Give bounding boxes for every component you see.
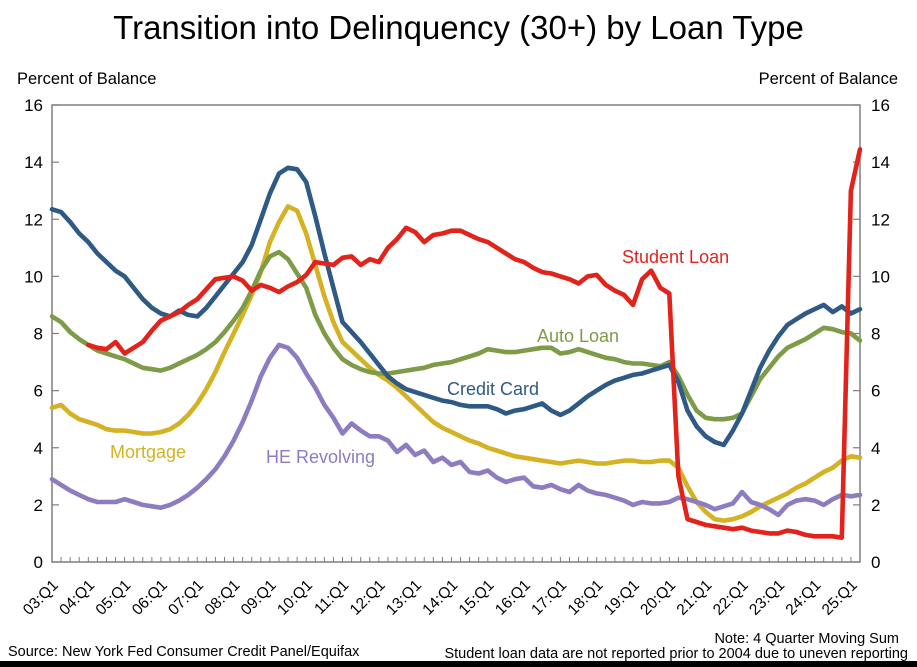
bottom-edge-bar — [0, 661, 917, 667]
x-tick-label: 19:Q1 — [601, 577, 643, 619]
x-tick-label: 13:Q1 — [383, 577, 425, 619]
x-tick-label: 07:Q1 — [165, 577, 207, 619]
series-label-credit-card: Credit Card — [447, 379, 539, 399]
y-tick-label-left: 16 — [24, 96, 43, 115]
y-tick-label-left: 14 — [24, 153, 43, 172]
y-tick-label-right: 16 — [871, 96, 890, 115]
x-tick-label: 15:Q1 — [456, 577, 498, 619]
y-tick-label-right: 12 — [871, 210, 890, 229]
y-tick-label-left: 2 — [34, 496, 43, 515]
y-tick-label-right: 14 — [871, 153, 890, 172]
series-label-mortgage: Mortgage — [110, 442, 186, 462]
x-tick-label: 25:Q1 — [819, 577, 861, 619]
x-tick-label: 11:Q1 — [311, 577, 352, 618]
y-axis-caption-right: Percent of Balance — [758, 70, 898, 88]
y-axis-caption-left: Percent of Balance — [17, 70, 157, 88]
x-tick-label: 09:Q1 — [238, 577, 280, 619]
x-tick-label: 23:Q1 — [746, 577, 788, 619]
series-label-student-loan: Student Loan — [622, 247, 729, 267]
series-label-auto-loan: Auto Loan — [537, 326, 619, 346]
student-loan-data-note: Student loan data are not reported prior… — [444, 646, 908, 662]
y-tick-label-right: 6 — [871, 382, 880, 401]
x-tick-label: 12:Q1 — [347, 577, 389, 619]
x-tick-label: 10:Q1 — [274, 577, 316, 619]
series-line-he-revolving — [49, 342, 863, 518]
source-note: Source: New York Fed Consumer Credit Pan… — [8, 644, 360, 660]
x-tick-label: 22:Q1 — [710, 577, 752, 619]
series-line-mortgage — [49, 204, 863, 523]
series-label-he-revolving: HE Revolving — [266, 447, 375, 467]
moving-sum-note: Note: 4 Quarter Moving Sum — [714, 631, 899, 647]
y-tick-label-right: 0 — [871, 553, 880, 572]
series-line-credit-card — [49, 165, 863, 448]
x-tick-label: 18:Q1 — [565, 577, 607, 619]
series-line-auto-loan — [49, 249, 863, 422]
series-line-student-loan — [86, 147, 863, 541]
y-tick-label-left: 10 — [24, 267, 43, 286]
y-tick-label-left: 6 — [34, 382, 43, 401]
x-tick-label: 06:Q1 — [129, 577, 171, 619]
x-tick-label: 03:Q1 — [20, 577, 62, 619]
x-tick-label: 04:Q1 — [56, 577, 98, 619]
x-tick-label: 24:Q1 — [783, 577, 825, 619]
y-tick-label-left: 0 — [34, 553, 43, 572]
x-tick-label: 16:Q1 — [492, 577, 534, 619]
y-tick-label-left: 12 — [24, 210, 43, 229]
y-tick-label-right: 2 — [871, 496, 880, 515]
x-tick-label: 17:Q1 — [528, 577, 570, 619]
x-tick-label: 05:Q1 — [93, 577, 135, 619]
x-tick-label: 08:Q1 — [202, 577, 244, 619]
x-tick-label: 14:Q1 — [419, 577, 461, 619]
chart-title: Transition into Delinquency (30+) by Loa… — [113, 9, 804, 46]
y-tick-label-right: 8 — [871, 325, 880, 344]
y-tick-label-right: 10 — [871, 267, 890, 286]
y-tick-label-right: 4 — [871, 439, 880, 458]
x-tick-label: 20:Q1 — [637, 577, 679, 619]
y-tick-label-left: 4 — [34, 439, 43, 458]
y-tick-label-left: 8 — [34, 325, 43, 344]
x-tick-label: 21:Q1 — [674, 577, 716, 619]
